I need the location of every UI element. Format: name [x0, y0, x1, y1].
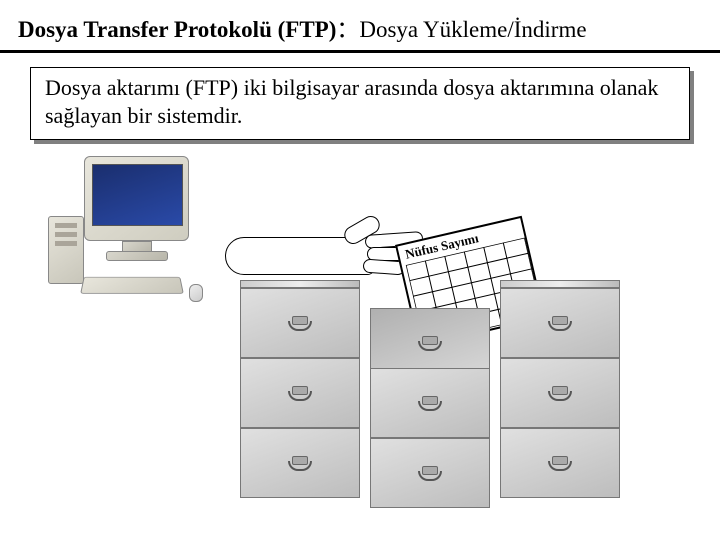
- cabinet-drawer: [370, 438, 490, 508]
- cabinet-column: [370, 280, 490, 508]
- drawer-handle-icon: [288, 461, 312, 471]
- cabinet-column: [240, 280, 360, 498]
- drawer-handle-icon: [548, 391, 572, 401]
- computer-tower: [48, 216, 84, 284]
- cabinet-drawer: [240, 428, 360, 498]
- description-text: Dosya aktarımı (FTP) iki bilgisayar aras…: [30, 67, 690, 140]
- title-bold: Dosya Transfer Protokolü (FTP): [18, 17, 336, 42]
- description-box: Dosya aktarımı (FTP) iki bilgisayar aras…: [30, 67, 690, 140]
- cabinet-drawer: [500, 358, 620, 428]
- keyboard: [80, 277, 184, 294]
- cabinet-drawer: [240, 358, 360, 428]
- drawer-handle-icon: [288, 321, 312, 331]
- monitor-body: [84, 156, 189, 241]
- illustration-scene: Nüfus Sayımı: [0, 150, 720, 530]
- drawer-handle-icon: [548, 461, 572, 471]
- title-rest: ：Dosya Yükleme/İndirme: [336, 17, 586, 42]
- monitor-base: [106, 251, 168, 261]
- drawer-handle-icon: [418, 341, 442, 351]
- monitor-screen: [92, 164, 183, 226]
- cabinet-drawer: [500, 288, 620, 358]
- drawer-handle-icon: [418, 401, 442, 411]
- cabinet-drawer: [240, 288, 360, 358]
- page-header: Dosya Transfer Protokolü (FTP)：Dosya Yük…: [0, 0, 720, 53]
- mouse: [189, 284, 203, 302]
- cabinet-column: [500, 280, 620, 498]
- cabinet-top: [240, 280, 360, 288]
- drawer-handle-icon: [288, 391, 312, 401]
- drawer-handle-icon: [418, 471, 442, 481]
- drawer-handle-icon: [548, 321, 572, 331]
- cabinet-drawer: [500, 428, 620, 498]
- file-cabinets: [240, 280, 620, 540]
- computer-icon: [44, 156, 204, 316]
- cabinet-drawer: [370, 368, 490, 438]
- cabinet-top: [500, 280, 620, 288]
